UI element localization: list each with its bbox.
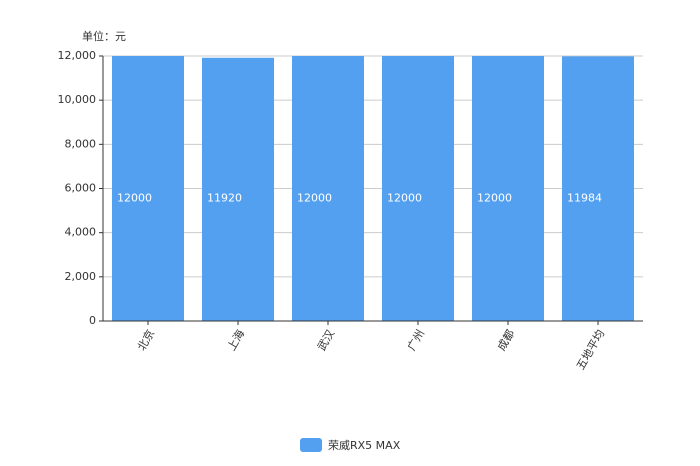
y-tick-label: 8,000 [65,137,97,150]
value-label: 12000 [387,192,422,205]
bar [472,56,544,321]
x-tick-label: 武汉 [315,328,337,354]
value-label: 12000 [477,192,512,205]
y-tick-label: 4,000 [65,226,97,239]
value-label: 12000 [297,192,332,205]
value-label: 11920 [207,192,242,205]
value-label: 11984 [567,192,602,205]
bar [562,56,634,321]
x-tick-label: 五地平均 [574,328,607,373]
unit-label: 单位：元 [82,29,126,43]
y-tick-label: 0 [89,314,96,327]
value-label: 12000 [117,192,152,205]
x-tick-label: 北京 [134,327,157,353]
y-tick-label: 12,000 [58,49,97,62]
bar [382,56,454,321]
legend-swatch [300,438,322,452]
bar [292,56,364,321]
x-tick-label: 上海 [224,327,247,353]
y-tick-label: 2,000 [65,270,97,283]
legend-label: 荣威RX5 MAX [328,439,401,452]
y-tick-label: 6,000 [65,182,97,195]
x-tick-label: 广州 [405,328,427,354]
y-tick-label: 10,000 [58,93,97,106]
bar [202,57,274,322]
bar [112,56,184,321]
x-tick-label: 成都 [495,328,517,354]
